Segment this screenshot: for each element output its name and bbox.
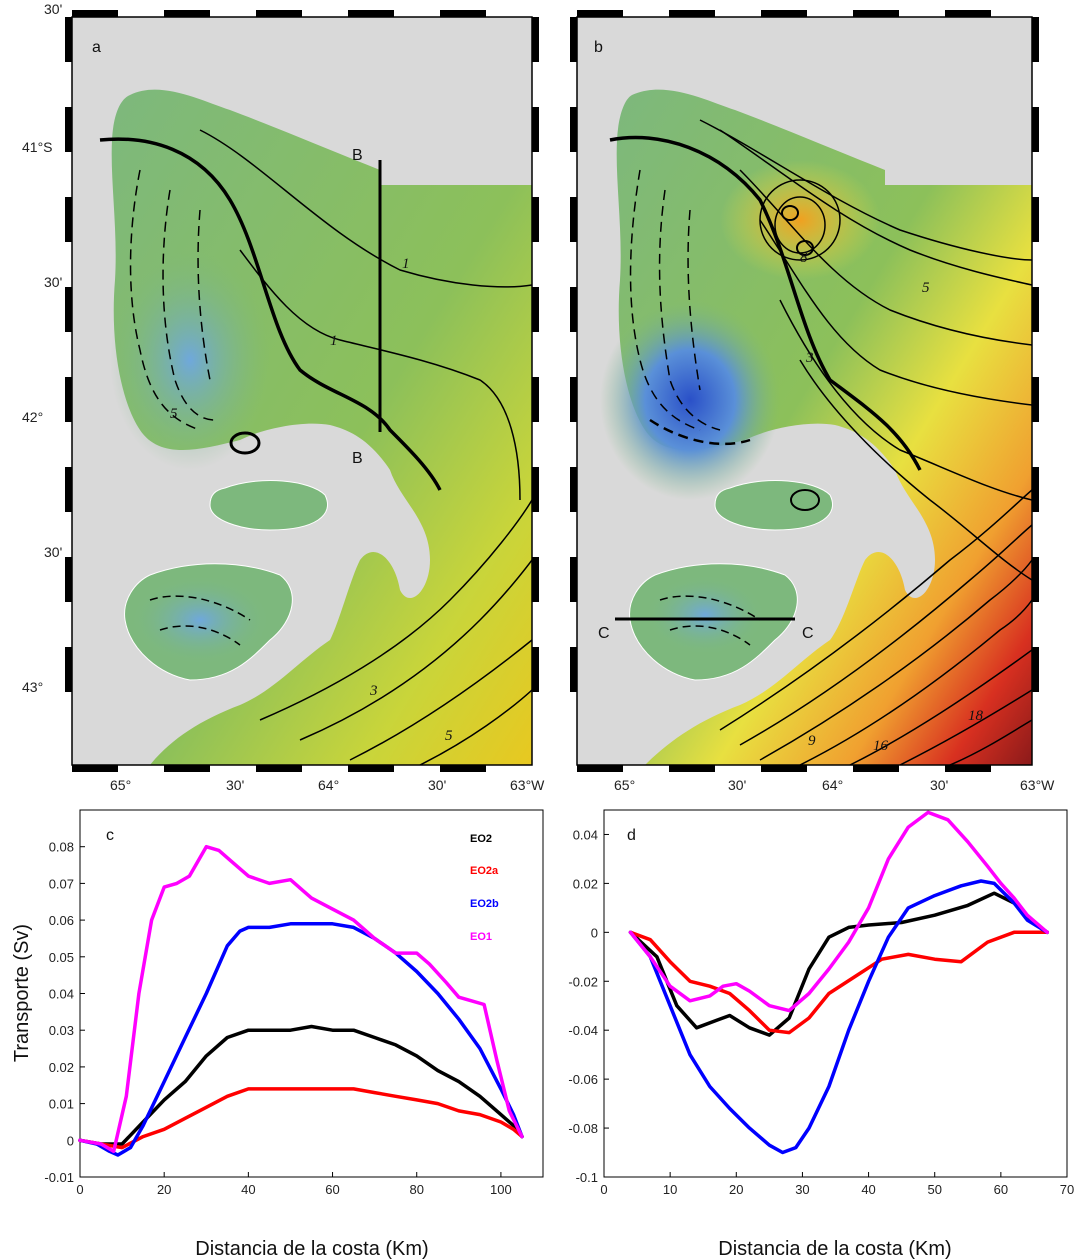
contour-label: 3 [805,350,814,366]
y-tick-label: 0.01 [49,1097,74,1112]
legend-entry: EO2 [470,833,492,845]
contour-label: 9 [808,733,816,749]
transect-b-top-label: B [352,147,363,164]
lat-label: 30' [44,1,62,17]
x-tick-label: 60 [994,1182,1008,1197]
chart-panel-c: c Distancia de la costa (Km) Transporte … [11,809,544,1260]
contour-label: 3 [369,683,378,699]
series-line-eo2b [78,922,524,1157]
x-tick-label: 60 [325,1182,339,1197]
x-tick-label: 40 [861,1182,875,1197]
lon-label: 64° [318,777,339,793]
x-tick-label: 40 [241,1182,255,1197]
lon-label: 65° [110,777,131,793]
x-tick-label: 10 [663,1182,677,1197]
contour-label: 5 [170,406,178,422]
contour-label: 18 [968,708,984,724]
y-tick-label: -0.1 [576,1170,598,1185]
contour-label: 5 [922,280,930,296]
x-tick-label: 100 [490,1182,512,1197]
y-tick-label: -0.02 [568,974,598,989]
series-line-eo1 [628,810,1049,1013]
lon-label: 30' [226,777,244,793]
legend: EO2 EO2a EO2b EO1 [470,833,499,943]
x-tick-label: 30 [795,1182,809,1197]
lat-label: 42° [22,409,43,425]
y-tick-label: 0.07 [49,876,74,891]
lon-label: 30' [428,777,446,793]
chart-c-panel-label: c [106,827,114,844]
contour-label: 16 [873,738,889,754]
map-frame-a [65,10,539,772]
chart-panel-d: d Distancia de la costa (Km) 0 10 20 30 40 50… [568,809,1074,1260]
y-tick-label: 0.02 [49,1060,74,1075]
y-tick-label: 0.04 [49,987,74,1002]
series-line-eo2a [78,1087,524,1150]
peninsula-b [714,480,833,531]
lat-label: 30' [44,274,62,290]
transect-b-bottom-label: B [352,450,363,467]
y-tick-label: 0.06 [49,913,74,928]
map-panel-a: a B B 1 1 5 3 5 30' 41°S 30' 42° 30' 43°… [22,1,545,793]
lon-label: 63°W [1020,777,1055,793]
x-tick-label: 0 [600,1182,607,1197]
y-tick-label: 0 [67,1133,74,1148]
legend-entry: EO1 [470,931,492,943]
series-line-eo2 [628,891,1049,1037]
y-tick-label: 0.08 [49,840,74,855]
contour-label: 1 [402,256,410,272]
y-tick-label: 0.03 [49,1023,74,1038]
lon-label: 64° [822,777,843,793]
lat-label: 43° [22,679,43,695]
chart-c-x-axis-label: Distancia de la costa (Km) [195,1238,428,1260]
x-tick-label: 80 [409,1182,423,1197]
lat-label: 41°S [22,139,53,155]
y-tick-label: 0.04 [573,827,598,842]
map-panel-b: b C C 8 5 3 9 16 18 65° 30' 64° 30' 63°W [570,10,1055,793]
peninsula-a [209,480,328,531]
series-line-eo2a [628,930,1049,1035]
x-tick-label: 20 [157,1182,171,1197]
chart-c-y-axis-label: Transporte (Sv) [11,924,33,1062]
y-tick-label: 0.02 [573,876,598,891]
lon-label: 65° [614,777,635,793]
legend-entry: EO2a [470,865,499,877]
lon-label: 30' [930,777,948,793]
transect-c-right-label: C [802,625,814,642]
contour-label: 5 [445,728,453,744]
series-line-eo2 [78,1024,524,1146]
series-line-eo2b [628,879,1049,1155]
y-tick-label: -0.08 [568,1121,598,1136]
x-tick-label: 0 [76,1182,83,1197]
map-frame-b [570,10,1039,772]
map-b-panel-label: b [594,39,603,56]
lat-label: 30' [44,544,62,560]
lon-label: 63°W [510,777,545,793]
chart-d-panel-label: d [627,827,636,844]
y-tick-label: -0.06 [568,1072,598,1087]
series-line-eo1 [78,844,524,1154]
chart-d-x-axis-label: Distancia de la costa (Km) [718,1238,951,1260]
legend-entry: EO2b [470,898,499,910]
map-a-panel-label: a [92,39,101,56]
transect-c-left-label: C [598,625,610,642]
y-tick-label: 0 [591,925,598,940]
lon-label: 30' [728,777,746,793]
y-tick-label: -0.01 [44,1170,74,1185]
contour-label: 8 [800,250,808,266]
sea-area-b [616,89,1032,765]
x-tick-label: 50 [927,1182,941,1197]
y-tick-label: 0.05 [49,950,74,965]
x-tick-label: 20 [729,1182,743,1197]
contour-label: 1 [330,333,338,349]
x-tick-label: 70 [1060,1182,1074,1197]
y-tick-label: -0.04 [568,1023,598,1038]
